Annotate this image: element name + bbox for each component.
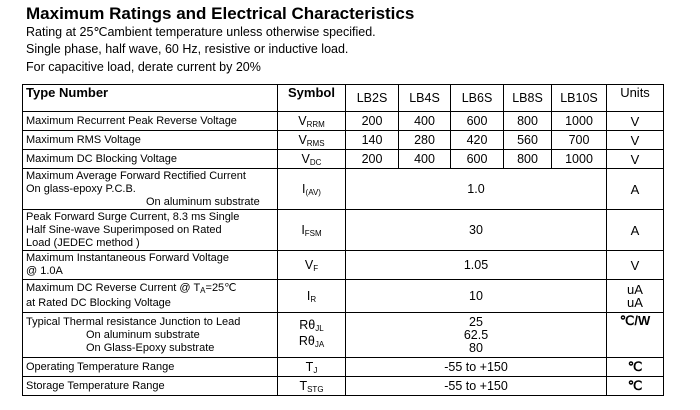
param-label: Maximum DC Blocking Voltage bbox=[22, 149, 278, 169]
value-cell: 1.0 bbox=[345, 168, 607, 210]
unit-cell: A bbox=[606, 168, 664, 210]
symbol-cell: TSTG bbox=[277, 376, 346, 396]
value-cell: 600 bbox=[450, 111, 504, 131]
unit-cell: A bbox=[606, 209, 664, 251]
table-row-vrrm: Maximum Recurrent Peak Reverse Voltage V… bbox=[22, 111, 664, 131]
table-row-thermal: Typical Thermal resistance Junction to L… bbox=[22, 312, 664, 358]
unit-cell: V bbox=[606, 250, 664, 280]
value-cell: 700 bbox=[551, 130, 607, 150]
value-cell: 1.05 bbox=[345, 250, 607, 280]
header-type-number: Type Number bbox=[22, 84, 278, 112]
table-row-iav: Maximum Average Forward Rectified Curren… bbox=[22, 168, 664, 210]
unit-cell: V bbox=[606, 130, 664, 150]
value-cell: 800 bbox=[503, 111, 552, 131]
value-cell: 30 bbox=[345, 209, 607, 251]
symbol-cell: VRRM bbox=[277, 111, 346, 131]
value-cell: 600 bbox=[450, 149, 504, 169]
param-label: Maximum DC Reverse Current @ TA=25℃ at R… bbox=[22, 279, 278, 313]
value-cell: -55 to +150 bbox=[345, 357, 607, 377]
table-row-tj: Operating Temperature Range TJ -55 to +1… bbox=[22, 357, 664, 377]
symbol-cell: I(AV) bbox=[277, 168, 346, 210]
table-row-vdc: Maximum DC Blocking Voltage VDC 200 400 … bbox=[22, 149, 664, 169]
param-label: Typical Thermal resistance Junction to L… bbox=[22, 312, 278, 358]
value-cell: -55 to +150 bbox=[345, 376, 607, 396]
note-ambient-temperature: Rating at 25℃ambient temperature unless … bbox=[26, 25, 376, 39]
symbol-cell: VF bbox=[277, 250, 346, 280]
value-cell: 420 bbox=[450, 130, 504, 150]
ratings-table: Type Number Symbol LB2S LB4S LB6S LB8S L… bbox=[22, 84, 664, 396]
table-row-ifsm: Peak Forward Surge Current, 8.3 ms Singl… bbox=[22, 209, 664, 251]
value-cell: 10 bbox=[345, 279, 607, 313]
param-label: Maximum Recurrent Peak Reverse Voltage bbox=[22, 111, 278, 131]
value-cell: 400 bbox=[398, 111, 451, 131]
unit-cell: ℃ bbox=[606, 376, 664, 396]
value-cell: 25 62.5 80 bbox=[345, 312, 607, 358]
header-row: Type Number Symbol LB2S LB4S LB6S LB8S L… bbox=[22, 84, 664, 112]
param-label: Operating Temperature Range bbox=[22, 357, 278, 377]
table-row-vrms: Maximum RMS Voltage VRMS 140 280 420 560… bbox=[22, 130, 664, 150]
param-label: Maximum RMS Voltage bbox=[22, 130, 278, 150]
table-row-tstg: Storage Temperature Range TSTG -55 to +1… bbox=[22, 376, 664, 396]
param-label: Peak Forward Surge Current, 8.3 ms Singl… bbox=[22, 209, 278, 251]
value-cell: 1000 bbox=[551, 111, 607, 131]
header-part-lb8s: LB8S bbox=[503, 84, 552, 112]
note-capacitive-derate: For capacitive load, derate current by 2… bbox=[26, 60, 261, 74]
unit-cell: V bbox=[606, 111, 664, 131]
symbol-cell: TJ bbox=[277, 357, 346, 377]
value-cell: 280 bbox=[398, 130, 451, 150]
symbol-cell: VDC bbox=[277, 149, 346, 169]
header-part-lb10s: LB10S bbox=[551, 84, 607, 112]
unit-cell: ℃ bbox=[606, 357, 664, 377]
header-symbol: Symbol bbox=[277, 84, 346, 112]
symbol-cell: IFSM bbox=[277, 209, 346, 251]
param-label: Maximum Instantaneous Forward Voltage @ … bbox=[22, 250, 278, 280]
symbol-cell: VRMS bbox=[277, 130, 346, 150]
table-row-ir: Maximum DC Reverse Current @ TA=25℃ at R… bbox=[22, 279, 664, 313]
symbol-cell: IR bbox=[277, 279, 346, 313]
unit-cell: V bbox=[606, 149, 664, 169]
value-cell: 800 bbox=[503, 149, 552, 169]
page-title: Maximum Ratings and Electrical Character… bbox=[26, 4, 415, 23]
value-cell: 200 bbox=[345, 149, 399, 169]
value-cell: 560 bbox=[503, 130, 552, 150]
value-cell: 200 bbox=[345, 111, 399, 131]
value-cell: 140 bbox=[345, 130, 399, 150]
value-cell: 400 bbox=[398, 149, 451, 169]
param-label: Storage Temperature Range bbox=[22, 376, 278, 396]
unit-cell: uA uA bbox=[606, 279, 664, 313]
header-part-lb4s: LB4S bbox=[398, 84, 451, 112]
value-cell: 1000 bbox=[551, 149, 607, 169]
symbol-cell: RθJL RθJA bbox=[277, 312, 346, 358]
header-part-lb2s: LB2S bbox=[345, 84, 399, 112]
param-label: Maximum Average Forward Rectified Curren… bbox=[22, 168, 278, 210]
unit-cell: ℃/W bbox=[606, 312, 664, 358]
header-part-lb6s: LB6S bbox=[450, 84, 504, 112]
header-units: Units bbox=[606, 84, 664, 112]
note-load-type: Single phase, half wave, 60 Hz, resistiv… bbox=[26, 42, 349, 56]
table-row-vf: Maximum Instantaneous Forward Voltage @ … bbox=[22, 250, 664, 280]
